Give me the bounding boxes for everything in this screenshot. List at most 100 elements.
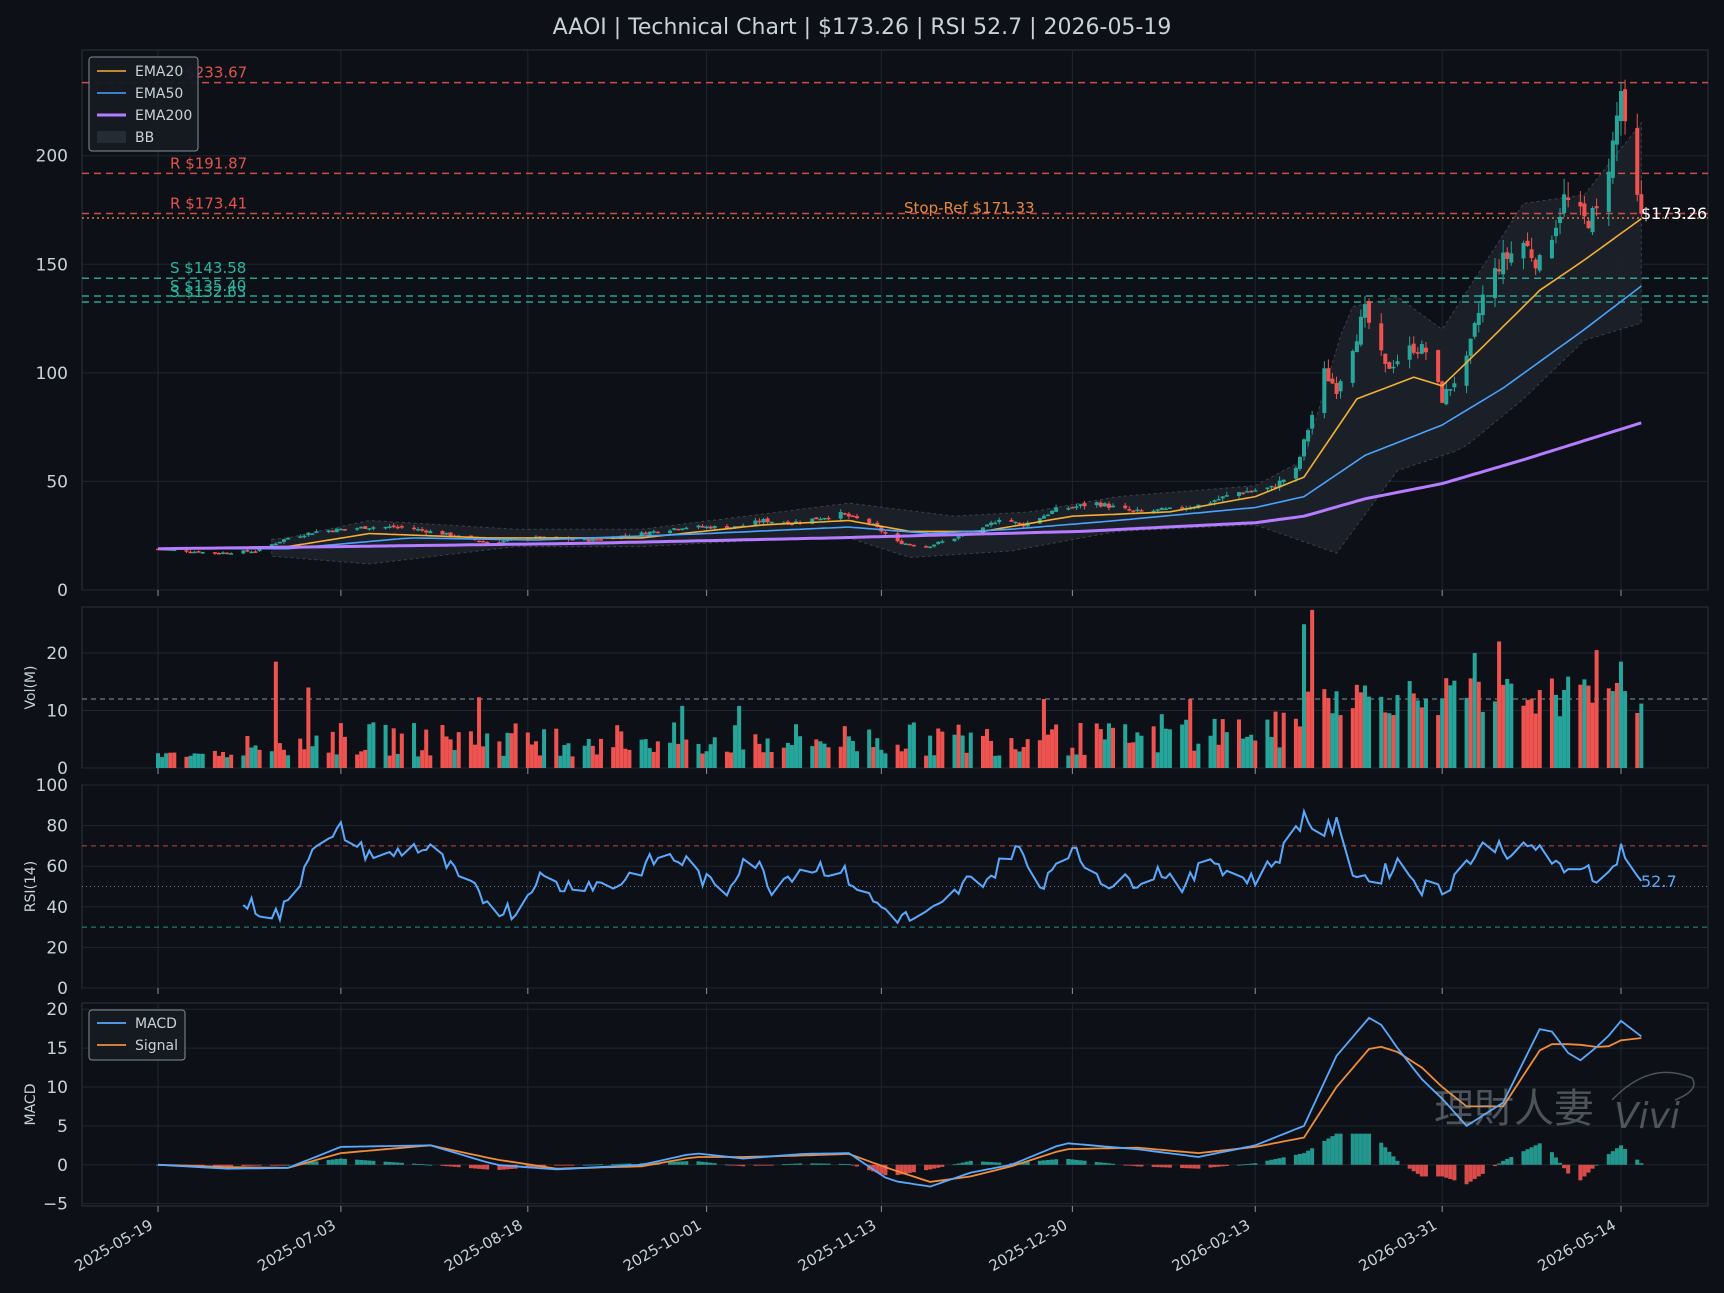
y-tick-label: 0 [57, 979, 68, 999]
volume-bar [765, 738, 770, 768]
macd-hist-bar [1188, 1164, 1193, 1169]
macd-hist-bar [1277, 1158, 1282, 1165]
volume-bar [367, 724, 372, 768]
volume-bar [936, 728, 941, 768]
volume-bar [1606, 688, 1611, 768]
macd-hist-bar [615, 1163, 620, 1165]
volume-bar [794, 724, 799, 768]
volume-bar [676, 743, 681, 768]
volume-bar [1529, 698, 1534, 768]
macd-hist-bar [399, 1162, 404, 1165]
macd-hist-bar [212, 1164, 217, 1167]
price-legend-box [88, 56, 199, 152]
macd-hist-bar [594, 1164, 599, 1166]
volume-bar [895, 744, 900, 768]
volume-bar [928, 735, 933, 768]
candle-body [1501, 252, 1506, 275]
candle-body [668, 530, 673, 534]
candle-body [1419, 344, 1424, 354]
macd-hist-bar [542, 1164, 547, 1167]
candle-body [903, 543, 908, 546]
candle-body [481, 541, 486, 543]
candle-body [1358, 316, 1363, 345]
macd-hist-bar [1066, 1158, 1071, 1165]
macd-hist-bar [1236, 1164, 1241, 1166]
volume-bar [903, 748, 908, 768]
candle-body [733, 526, 738, 528]
macd-hist-bar [911, 1164, 916, 1173]
volume-bar [643, 739, 648, 768]
volume-bar [184, 756, 189, 768]
candle-body [342, 529, 347, 531]
macd-hist-bar [810, 1163, 815, 1165]
macd-hist-bar [1021, 1162, 1026, 1165]
candle-body [172, 549, 177, 552]
macd-hist-bar [899, 1164, 904, 1175]
volume-bar [1045, 734, 1050, 768]
volume-bar [1111, 727, 1116, 768]
candle-body [326, 530, 331, 533]
macd-hist-bar [879, 1164, 884, 1174]
volume-bar [924, 755, 929, 768]
volume-bar [1293, 718, 1298, 768]
volume-bar [1322, 689, 1327, 768]
candle-body [391, 525, 396, 528]
macd-hist-bar [1139, 1164, 1144, 1167]
macd-hist-bar [1180, 1164, 1185, 1169]
macd-hist-bar [724, 1164, 729, 1166]
candle-body [1383, 353, 1388, 364]
candle-body [184, 550, 189, 552]
candle-body [985, 524, 990, 527]
macd-hist-bar [1533, 1145, 1538, 1165]
volume-bar [785, 742, 790, 768]
candle-body [1411, 343, 1416, 353]
candle-body [1436, 350, 1441, 383]
y-tick-label: 200 [36, 147, 68, 167]
macd-hist-bar [1302, 1153, 1307, 1165]
volume-bar [1623, 691, 1628, 768]
volume-bar [562, 745, 567, 768]
volume-bar [225, 757, 230, 768]
candle-body [1480, 294, 1485, 316]
candle-body [1135, 509, 1140, 512]
candle-body [1159, 507, 1164, 511]
volume-bar [789, 745, 794, 768]
candle-body [444, 532, 449, 535]
volume-bar [326, 752, 331, 768]
volume-bar [1249, 734, 1254, 768]
candle-body [1009, 519, 1014, 522]
macd-hist-bar [1549, 1152, 1554, 1165]
volume-bar [156, 753, 160, 768]
volume-bar [1021, 746, 1026, 768]
volume-bar [241, 755, 246, 768]
macd-hist-bar [895, 1164, 900, 1176]
volume-bar [192, 753, 197, 768]
candle-body [586, 538, 591, 542]
candle-body [789, 523, 794, 526]
y-tick-label: 10 [46, 1078, 68, 1098]
macd-hist-bar [1415, 1164, 1420, 1174]
candle-body [424, 530, 429, 533]
macd-hist-bar [416, 1163, 421, 1165]
macd-hist-bar [708, 1162, 713, 1165]
macd-hist-bar [1224, 1164, 1229, 1166]
candle-body [1521, 242, 1526, 259]
volume-bar [842, 726, 847, 768]
candle-body [1074, 506, 1079, 508]
macd-hist-bar [822, 1163, 827, 1165]
volume-bar [814, 739, 819, 768]
volume-bar [1196, 743, 1201, 768]
candle-body [1594, 206, 1599, 209]
volume-bar [623, 748, 628, 768]
volume-bar [680, 705, 685, 768]
macd-hist-bar [1354, 1133, 1359, 1165]
macd-hist-bar [960, 1162, 965, 1165]
volume-bar [1269, 736, 1274, 768]
volume-bar [1525, 699, 1530, 768]
volume-bar [481, 746, 486, 768]
macd-hist-bar [1159, 1164, 1164, 1168]
candle-body [1635, 128, 1640, 195]
candle-body [1623, 89, 1628, 122]
macd-hist-bar [1184, 1164, 1189, 1169]
